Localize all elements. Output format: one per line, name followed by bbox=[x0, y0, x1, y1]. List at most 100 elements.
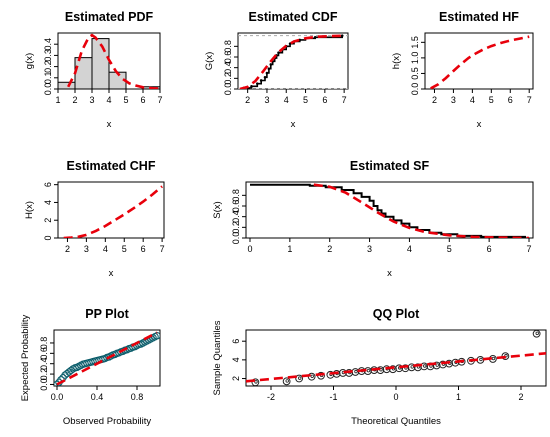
ecdf-point bbox=[263, 75, 267, 79]
chart-title: PP Plot bbox=[85, 307, 129, 321]
y-tick-label: 0.1 bbox=[43, 72, 53, 85]
pp-point bbox=[153, 332, 160, 340]
qq-point bbox=[395, 364, 404, 373]
x-tick-label: 6 bbox=[140, 95, 145, 105]
x-tick-label: 3 bbox=[264, 95, 269, 105]
x-tick-label: 2 bbox=[245, 95, 250, 105]
x-tick-label: 7 bbox=[527, 95, 532, 105]
plot-frame bbox=[57, 181, 165, 239]
ecdf-point bbox=[313, 35, 317, 39]
chart-sf: Estimated SF 0 1 2 3 4 5 6 7 0.00.20.40.60.8 x S(x) bbox=[212, 159, 534, 279]
plot-frame bbox=[53, 329, 161, 387]
ecdf-point bbox=[265, 71, 269, 75]
y-tick-label: 0.4 bbox=[223, 61, 233, 74]
x-tick-label: 1 bbox=[287, 244, 292, 254]
y-axis-label: G(x) bbox=[204, 52, 215, 70]
chart-chf: Estimated CHF 2 3 4 5 6 7 0 2 4 6 x H(x) bbox=[24, 159, 165, 279]
x-tick-label: 2 bbox=[327, 244, 332, 254]
qq-point bbox=[532, 330, 541, 338]
x-axis-label: x bbox=[477, 119, 482, 130]
y-tick-label: 0.0 bbox=[43, 83, 53, 96]
qq-point bbox=[420, 362, 429, 371]
y-tick-label: 6 bbox=[231, 339, 241, 344]
histogram-bar bbox=[58, 81, 76, 89]
x-tick-label: -1 bbox=[329, 392, 337, 402]
plot-area bbox=[58, 33, 160, 89]
y-tick-label: 0.3 bbox=[43, 49, 53, 62]
y-tick-label: 4 bbox=[43, 200, 53, 205]
qq-point bbox=[382, 365, 391, 374]
chart-title: QQ Plot bbox=[373, 307, 420, 321]
x-tick-label: 3 bbox=[89, 95, 94, 105]
chart-qq: QQ Plot -2 -1 0 1 2 2 4 6 Theoretical Quantiles Sa… bbox=[212, 307, 547, 427]
y-axis-label: Sample Quantiles bbox=[212, 320, 223, 395]
qq-point-inner bbox=[423, 364, 427, 368]
x-tick-label: 7 bbox=[157, 95, 162, 105]
chart-title: Estimated SF bbox=[350, 159, 430, 173]
qq-point-inner bbox=[310, 374, 314, 378]
x-tick-label: 4 bbox=[407, 244, 412, 254]
y-tick-label: 0.8 bbox=[231, 189, 241, 202]
x-tick-label: 7 bbox=[160, 244, 165, 254]
x-tick-label: 7 bbox=[527, 244, 532, 254]
plot-area bbox=[246, 330, 546, 386]
plot-area bbox=[238, 34, 348, 89]
x-tick-label: 1 bbox=[55, 95, 60, 105]
x-tick-label: 4 bbox=[106, 95, 111, 105]
qq-point bbox=[295, 374, 304, 383]
y-tick-label: 0.2 bbox=[231, 221, 241, 234]
x-tick-label: 3 bbox=[84, 244, 89, 254]
y-axis-label: h(x) bbox=[391, 53, 402, 69]
fitted-hf-curve bbox=[430, 35, 530, 89]
y-tick-label: 0.0 bbox=[223, 83, 233, 96]
qq-point-inner bbox=[535, 331, 539, 336]
fitted-chf-curve bbox=[63, 185, 163, 238]
x-tick-label: 1 bbox=[456, 392, 461, 402]
qq-point-inner bbox=[298, 376, 302, 380]
qq-point-inner bbox=[504, 354, 508, 358]
x-tick-label: 5 bbox=[123, 95, 128, 105]
chart-title: Estimated CDF bbox=[249, 10, 338, 24]
chart-pdf: Estimated PDF 1 2 3 4 5 6 7 0.00.10.20.30.4 x g(x) bbox=[24, 10, 163, 130]
y-tick-label: 0.2 bbox=[39, 368, 49, 381]
qq-point-inner bbox=[410, 365, 414, 369]
y-tick-label: 0.5 bbox=[410, 67, 420, 80]
x-tick-label: 0.0 bbox=[51, 392, 64, 402]
y-tick-label: 0.8 bbox=[223, 40, 233, 53]
y-tick-label: 0.6 bbox=[231, 200, 241, 213]
chart-title: Estimated PDF bbox=[65, 10, 154, 24]
empirical-sf-step bbox=[250, 183, 526, 238]
y-tick-label: 0.8 bbox=[39, 337, 49, 350]
x-tick-label: 0.8 bbox=[131, 392, 144, 402]
plot-area bbox=[250, 183, 530, 238]
x-tick-label: 2 bbox=[518, 392, 523, 402]
qq-point-inner bbox=[435, 363, 439, 367]
y-tick-label: 0.2 bbox=[223, 72, 233, 85]
x-axis-label: x bbox=[291, 119, 296, 130]
x-tick-label: 6 bbox=[141, 244, 146, 254]
x-tick-label: 5 bbox=[447, 244, 452, 254]
x-tick-label: 4 bbox=[470, 95, 475, 105]
x-tick-label: 2 bbox=[432, 95, 437, 105]
x-axis-label: x bbox=[387, 268, 392, 279]
y-axis-label: S(x) bbox=[212, 201, 223, 218]
x-tick-label: 5 bbox=[303, 95, 308, 105]
x-axis-label: x bbox=[107, 119, 112, 130]
qq-point-inner bbox=[479, 357, 483, 362]
x-tick-label: 5 bbox=[122, 244, 127, 254]
ecdf-point bbox=[277, 51, 280, 55]
plot-area bbox=[430, 35, 530, 89]
y-tick-label: 0.0 bbox=[410, 83, 420, 96]
y-tick-label: 0.4 bbox=[231, 210, 241, 223]
plot-area bbox=[63, 185, 163, 238]
x-tick-label: 7 bbox=[342, 95, 347, 105]
pp-reference-line bbox=[56, 331, 158, 386]
qq-point bbox=[282, 377, 291, 386]
plot-area bbox=[54, 331, 160, 386]
y-tick-label: 4 bbox=[231, 357, 241, 362]
y-tick-label: 2 bbox=[43, 218, 53, 223]
qq-point-inner bbox=[354, 369, 358, 374]
fitted-density-curve bbox=[67, 33, 160, 89]
y-axis-label: g(x) bbox=[24, 53, 35, 69]
